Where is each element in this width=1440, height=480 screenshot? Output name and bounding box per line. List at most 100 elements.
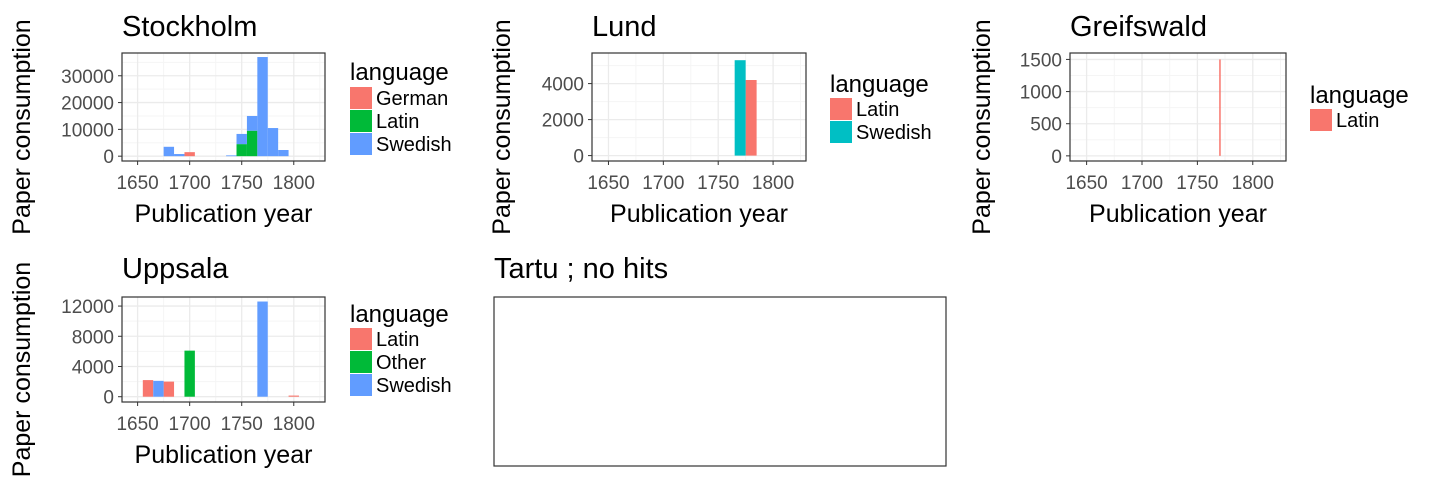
bars — [163, 57, 289, 157]
bar-latin — [745, 80, 757, 156]
panel-border — [121, 296, 326, 403]
legend-title: language — [350, 59, 449, 86]
legend-label: Other — [376, 352, 426, 374]
panel-greifswald: Greifswald 1650 1700 1750 1800 0 500 1000 1500 Pu… — [968, 11, 1409, 235]
plot-background — [122, 53, 325, 161]
y-tick-label: 20000 — [61, 94, 114, 115]
legend-title: language — [1310, 82, 1409, 109]
legend-label: Swedish — [376, 375, 452, 397]
y-tick-label: 0 — [103, 147, 114, 168]
grid — [592, 53, 806, 161]
bar-german — [184, 152, 195, 157]
x-tick-label: 1800 — [752, 173, 794, 194]
y-tick-label: 8000 — [72, 327, 114, 348]
plot-background — [592, 53, 806, 161]
legend-label: Swedish — [376, 134, 452, 156]
bar-swedish — [174, 154, 185, 157]
bar-swedish — [163, 146, 175, 157]
bars — [142, 301, 299, 397]
legend-label: Latin — [856, 99, 899, 121]
x-tick-label: 1700 — [169, 173, 211, 194]
panel-stockholm: Stockholm 1650 1700 1750 1800 0 10000 20000 3000… — [8, 11, 452, 235]
panel-uppsala: Uppsala 1650 1700 1750 1800 0 4000 8000 12000 Pub… — [8, 253, 452, 477]
x-tick-label: 1650 — [116, 414, 158, 435]
panel-border — [121, 52, 326, 162]
bar-swedish — [153, 380, 164, 397]
axes: 1650 1700 1750 1800 0 4000 8000 12000 — [61, 297, 315, 435]
plot-background — [1070, 53, 1286, 161]
x-tick-label: 1800 — [1232, 173, 1274, 194]
x-tick-label: 1650 — [1065, 173, 1107, 194]
panel-title: Lund — [592, 11, 657, 43]
legend-key-latin — [830, 98, 852, 120]
y-tick-label: 500 — [1030, 115, 1062, 136]
x-tick-label: 1700 — [169, 414, 211, 435]
x-axis-title: Publication year — [1089, 200, 1267, 228]
x-axis-title: Publication year — [135, 441, 313, 469]
bar-latin — [163, 381, 175, 397]
bar-swedish — [267, 128, 279, 157]
y-axis-title: Paper consumption — [8, 262, 36, 477]
bars — [1219, 59, 1221, 156]
y-tick-label: 4000 — [72, 357, 114, 378]
legend-key-other — [350, 351, 372, 373]
bar-swedish — [226, 155, 237, 157]
legend-title: language — [350, 301, 449, 328]
y-axis-title: Paper consumption — [968, 19, 996, 234]
panel-border — [1069, 52, 1287, 162]
bar-latin — [246, 130, 258, 157]
grid — [1070, 53, 1286, 161]
legend-key-latin — [350, 110, 372, 132]
bar-latin — [236, 144, 247, 157]
legend-key-swedish — [350, 374, 372, 396]
legend-key-latin — [350, 328, 372, 350]
y-tick-label: 1000 — [1020, 83, 1062, 104]
panel-title: Stockholm — [122, 11, 257, 43]
axes: 1650 1700 1750 1800 0 10000 20000 30000 — [61, 67, 315, 194]
panel-border — [591, 52, 807, 162]
y-tick-label: 30000 — [61, 67, 114, 88]
legend-key-latin — [1310, 109, 1332, 131]
axes: 1650 1700 1750 1800 0 500 1000 1500 — [1020, 50, 1274, 194]
x-tick-label: 1700 — [1121, 173, 1163, 194]
x-tick-label: 1650 — [116, 173, 158, 194]
x-tick-label: 1750 — [697, 173, 739, 194]
legend-label: German — [376, 88, 448, 110]
bar-swedish — [257, 301, 268, 397]
y-tick-label: 0 — [103, 388, 114, 409]
x-tick-label: 1800 — [273, 173, 315, 194]
x-tick-label: 1750 — [221, 173, 263, 194]
grid — [122, 53, 325, 161]
y-tick-label: 10000 — [61, 120, 114, 141]
axes: 1650 1700 1750 1800 0 2000 4000 — [542, 75, 794, 194]
y-tick-label: 0 — [1051, 147, 1062, 168]
panel-title: Tartu ; no hits — [494, 253, 668, 285]
y-tick-label: 4000 — [542, 75, 584, 96]
x-axis-title: Publication year — [610, 200, 788, 228]
y-tick-label: 12000 — [61, 297, 114, 318]
bar-other — [184, 350, 195, 397]
legend-label: Latin — [376, 111, 419, 133]
bar-swedish — [257, 57, 268, 157]
bar-swedish — [734, 60, 746, 156]
panel-title: Greifswald — [1070, 11, 1207, 43]
legend-key-swedish — [830, 121, 852, 143]
legend-title: language — [830, 71, 929, 98]
bar-latin — [142, 380, 154, 397]
legend-key-swedish — [350, 133, 372, 155]
legend-key-german — [350, 87, 372, 109]
panel-tartu: Tartu ; no hits — [493, 253, 947, 467]
bar-swedish — [236, 133, 247, 145]
y-tick-label: 0 — [573, 147, 584, 168]
x-axis-title: Publication year — [135, 200, 313, 228]
legend-label: Latin — [1336, 110, 1379, 132]
bars — [734, 60, 757, 156]
x-tick-label: 1700 — [642, 173, 684, 194]
y-axis-title: Paper consumption — [8, 19, 36, 234]
y-tick-label: 2000 — [542, 111, 584, 132]
x-tick-label: 1800 — [273, 414, 315, 435]
